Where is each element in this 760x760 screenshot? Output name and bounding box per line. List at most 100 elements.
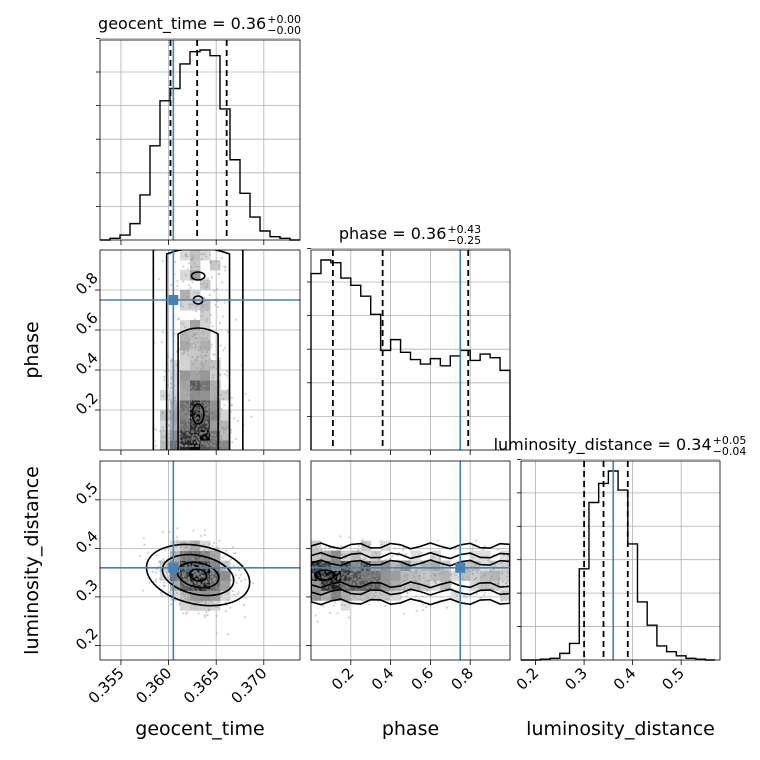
- sample-point: [228, 576, 231, 580]
- sample-point: [200, 431, 203, 435]
- sample-point: [206, 425, 209, 428]
- sample-point: [494, 582, 497, 585]
- sample-point: [161, 435, 164, 439]
- density-cell: [450, 570, 461, 581]
- sample-point: [195, 358, 198, 361]
- sample-point: [190, 440, 194, 443]
- sample-point: [232, 552, 236, 555]
- sample-point: [199, 600, 202, 603]
- sample-point: [188, 383, 191, 387]
- sample-point: [176, 584, 179, 588]
- sample-point: [211, 405, 215, 408]
- sample-point: [244, 392, 247, 395]
- density-cell: [340, 560, 352, 571]
- sample-point: [200, 550, 204, 553]
- density-cell: [180, 360, 191, 371]
- sample-point: [191, 436, 194, 439]
- density-cell: [350, 590, 362, 601]
- x-axis-label-luminosity_distance: luminosity_distance: [526, 718, 715, 740]
- sample-point: [207, 434, 210, 438]
- sample-point: [433, 574, 436, 577]
- sample-point: [357, 580, 360, 584]
- sample-point: [397, 577, 400, 580]
- sample-point: [209, 405, 212, 408]
- sample-point: [487, 559, 490, 562]
- density-cell: [170, 390, 181, 401]
- density-cell: [200, 330, 211, 341]
- sample-point: [193, 599, 197, 602]
- sample-point: [219, 568, 222, 571]
- sample-point: [506, 580, 510, 583]
- sample-point: [197, 572, 200, 575]
- sample-point: [184, 573, 187, 577]
- sample-point: [219, 438, 222, 442]
- sample-point: [311, 580, 315, 583]
- sample-point: [190, 378, 193, 381]
- sample-point: [199, 565, 203, 568]
- sample-point: [174, 260, 177, 264]
- sample-point: [176, 541, 179, 544]
- sample-point: [200, 574, 204, 578]
- sample-point: [358, 564, 362, 567]
- sample-point: [364, 541, 367, 545]
- density-cell: [500, 570, 510, 581]
- sample-point: [331, 578, 335, 581]
- sample-point: [190, 589, 193, 592]
- sample-point: [191, 335, 195, 338]
- sample-point: [217, 587, 220, 591]
- sample-point: [199, 347, 202, 350]
- sample-point: [330, 573, 333, 576]
- sample-point: [209, 579, 212, 583]
- sample-point: [401, 579, 404, 582]
- sample-point: [193, 341, 196, 345]
- sample-point: [193, 575, 196, 579]
- sample-point: [202, 282, 205, 285]
- density-cell: [400, 560, 411, 571]
- sample-point: [187, 577, 190, 580]
- sample-point: [327, 596, 330, 600]
- sample-point: [361, 538, 364, 541]
- sample-point: [388, 574, 391, 577]
- sample-point: [199, 572, 202, 575]
- sample-point: [321, 557, 324, 561]
- sample-point: [187, 576, 190, 580]
- sample-point: [209, 406, 213, 409]
- sample-point: [200, 534, 203, 537]
- sample-point: [311, 568, 315, 571]
- sample-point: [195, 439, 199, 442]
- sample-point: [184, 569, 187, 572]
- density-cell: [200, 380, 211, 391]
- sample-point: [222, 569, 225, 573]
- sample-point: [211, 365, 214, 368]
- sample-point: [213, 353, 216, 356]
- sample-point: [219, 570, 222, 573]
- sample-point: [169, 574, 172, 578]
- density-cell: [470, 560, 481, 571]
- sample-point: [191, 564, 194, 567]
- sample-point: [200, 575, 203, 578]
- sample-point: [190, 386, 193, 389]
- title-lower-error: −0.25: [447, 234, 481, 247]
- sample-point: [178, 603, 181, 606]
- sample-point: [189, 399, 193, 402]
- sample-point: [194, 410, 198, 413]
- density-cell: [160, 440, 171, 450]
- x-axis-label-phase: phase: [382, 718, 439, 740]
- sample-point: [395, 564, 398, 568]
- sample-point: [219, 435, 222, 438]
- sample-point: [194, 582, 197, 585]
- sample-point: [201, 351, 204, 354]
- sample-point: [198, 564, 201, 567]
- sample-point: [422, 608, 425, 612]
- sample-point: [193, 574, 197, 578]
- density-cell: [180, 350, 191, 361]
- sample-point: [184, 407, 187, 411]
- sample-point: [143, 543, 146, 546]
- sample-point: [186, 296, 189, 299]
- sample-point: [224, 601, 227, 604]
- sample-point: [200, 380, 203, 383]
- sample-point: [471, 569, 474, 572]
- sample-point: [169, 386, 173, 389]
- sample-point: [193, 333, 196, 337]
- sample-point: [397, 568, 400, 571]
